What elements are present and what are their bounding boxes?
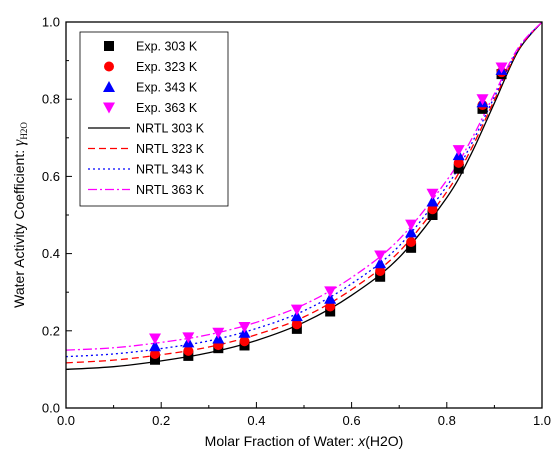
x-tick-label: 0.4 bbox=[247, 413, 265, 428]
data-point-3-3 bbox=[238, 321, 251, 333]
data-point-3-5 bbox=[324, 286, 337, 298]
x-axis-title-suffix: (H2O) bbox=[365, 433, 403, 449]
x-tick-label: 0.0 bbox=[57, 413, 75, 428]
y-tick-label: 1.0 bbox=[42, 15, 60, 30]
data-point-3-2 bbox=[212, 327, 225, 339]
data-point-3-9 bbox=[452, 145, 465, 157]
legend-label: NRTL 323 K bbox=[136, 142, 205, 156]
data-point-0-9 bbox=[453, 163, 464, 174]
y-tick-label: 0.6 bbox=[42, 169, 60, 184]
series-lines bbox=[65, 21, 543, 371]
data-point-1-8 bbox=[427, 204, 438, 215]
y-tick-label: 0.4 bbox=[42, 246, 60, 261]
x-axis-ticks: 0.0 0.2 0.4 0.6 0.8 1.0 bbox=[57, 402, 551, 428]
data-point-3-7 bbox=[405, 219, 418, 231]
data-point-1-7 bbox=[406, 237, 417, 248]
y-axis-title-subscript: H2O bbox=[19, 122, 29, 140]
legend-label: NRTL 303 K bbox=[136, 122, 205, 136]
legend-marker-swatch bbox=[103, 102, 115, 114]
y-axis-title-symbol: γ bbox=[11, 139, 28, 146]
data-point-1-9 bbox=[453, 157, 464, 168]
data-point-1-0 bbox=[150, 348, 161, 359]
legend-label: Exp. 303 K bbox=[136, 40, 198, 54]
series-line-4 bbox=[65, 21, 543, 371]
data-point-0-6 bbox=[375, 271, 386, 282]
data-point-2-5 bbox=[324, 292, 337, 304]
legend-marker-swatch bbox=[103, 81, 115, 92]
x-tick-label: 0.2 bbox=[152, 413, 170, 428]
legend-label: Exp. 363 K bbox=[136, 101, 198, 115]
legend-label: NRTL 363 K bbox=[136, 183, 205, 197]
data-point-1-4 bbox=[291, 319, 302, 330]
legend-label: Exp. 323 K bbox=[136, 60, 198, 74]
x-axis-title-symbol: x bbox=[357, 433, 366, 449]
x-axis-title-main: Molar Fraction of Water: bbox=[205, 433, 359, 449]
data-point-0-8 bbox=[427, 210, 438, 220]
series-line-7 bbox=[65, 21, 543, 351]
data-point-2-7 bbox=[405, 226, 418, 238]
series-markers bbox=[149, 62, 508, 365]
data-point-1-6 bbox=[375, 265, 386, 276]
x-tick-label: 1.0 bbox=[533, 413, 551, 428]
data-point-2-0 bbox=[149, 340, 162, 352]
x-tick-label: 0.8 bbox=[438, 413, 456, 428]
legend-box bbox=[79, 31, 229, 207]
legend-marker-swatch bbox=[104, 41, 114, 51]
y-axis-title: Water Activity Coefficient: γH2O bbox=[11, 122, 29, 308]
data-point-0-7 bbox=[406, 242, 417, 253]
series-line-6 bbox=[65, 21, 543, 358]
legend-label: Exp. 343 K bbox=[136, 81, 198, 95]
legend-marker-swatch bbox=[104, 61, 114, 72]
x-tick-label: 0.6 bbox=[343, 413, 361, 428]
x-axis-title: Molar Fraction of Water: x(H2O) bbox=[205, 433, 404, 449]
data-point-3-1 bbox=[182, 332, 195, 344]
data-point-3-0 bbox=[149, 333, 162, 345]
legend-label: NRTL 343 K bbox=[136, 163, 205, 177]
data-point-3-4 bbox=[290, 304, 303, 316]
y-tick-label: 0.2 bbox=[42, 323, 60, 338]
data-point-1-5 bbox=[325, 301, 336, 312]
data-point-3-6 bbox=[374, 250, 387, 262]
y-tick-label: 0.0 bbox=[42, 401, 60, 416]
y-axis-ticks: 0.0 0.2 0.4 0.6 0.8 1.0 bbox=[42, 15, 72, 416]
data-point-1-1 bbox=[183, 345, 194, 356]
data-point-3-8 bbox=[426, 188, 439, 200]
series-line-5 bbox=[65, 21, 543, 364]
data-point-3-11 bbox=[495, 62, 508, 74]
y-axis-title-main: Water Activity Coefficient: bbox=[11, 146, 27, 308]
legend: Exp. 303 K Exp. 323 K Exp. 343 K Exp. 363 K… bbox=[79, 31, 229, 207]
data-point-0-0 bbox=[150, 354, 161, 365]
data-point-2-6 bbox=[374, 257, 387, 269]
y-tick-label: 0.8 bbox=[42, 92, 60, 107]
data-point-2-4 bbox=[290, 310, 303, 322]
data-point-1-3 bbox=[239, 336, 250, 347]
data-point-0-1 bbox=[183, 350, 194, 361]
data-point-2-8 bbox=[426, 195, 439, 207]
data-point-0-5 bbox=[325, 306, 336, 317]
data-point-3-10 bbox=[476, 94, 489, 106]
